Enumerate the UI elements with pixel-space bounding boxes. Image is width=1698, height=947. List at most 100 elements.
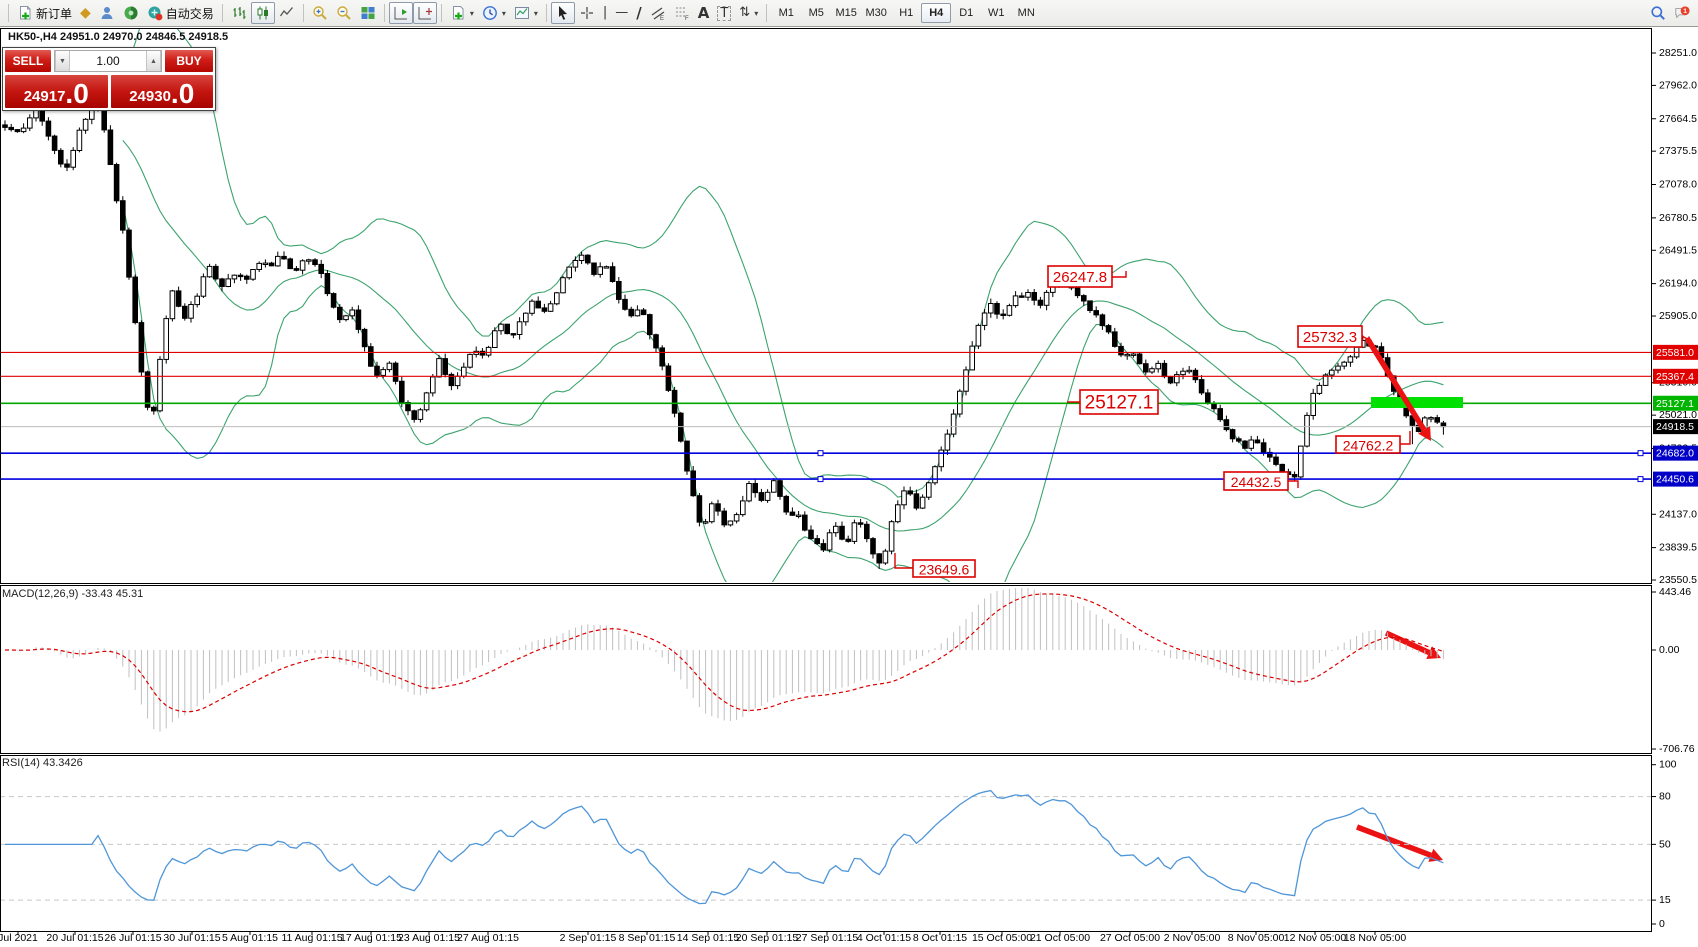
text-tool-button[interactable]: A — [694, 2, 714, 24]
macd-panel[interactable] — [5, 588, 1444, 732]
volume-increase-button[interactable]: ▲ — [146, 51, 161, 71]
price-annotation[interactable]: 25127.1 — [1067, 389, 1159, 415]
price-annotation[interactable]: 26247.8 — [1047, 265, 1127, 288]
time-axis-label[interactable]: Jul 2021 — [0, 932, 38, 944]
annotation-connector — [894, 553, 913, 569]
tab-m30[interactable]: M30 — [861, 3, 891, 23]
zoom-out-button[interactable] — [332, 2, 356, 24]
periods-button[interactable]: ▾ — [478, 2, 510, 24]
add-indicator-icon — [452, 6, 464, 20]
rsi-axis-label: 0 — [1659, 918, 1665, 930]
time-axis-label[interactable]: 8 Oct 01:15 — [913, 932, 967, 944]
fibo-f-label: F — [685, 16, 689, 21]
time-axis-label[interactable]: 18 Nov 05:00 — [1344, 932, 1407, 944]
autotrading-button[interactable]: 自动交易 — [143, 2, 218, 24]
time-axis-label[interactable]: 17 Aug 01:15 — [340, 932, 402, 944]
sell-button[interactable]: SELL — [5, 50, 51, 72]
tab-w1[interactable]: W1 — [981, 3, 1011, 23]
templates-button[interactable]: ▾ — [510, 2, 542, 24]
bar-chart-mode-button[interactable] — [227, 2, 251, 24]
data-window-button[interactable] — [95, 2, 119, 24]
price-annotation[interactable]: 25732.3 — [1297, 325, 1370, 348]
notifications-button[interactable]: 1 — [1670, 2, 1694, 24]
time-axis-label[interactable]: 20 Sep 01:15 — [736, 932, 799, 944]
market-watch-button[interactable]: ◆ — [76, 2, 95, 24]
line-chart-mode-button[interactable] — [275, 2, 299, 24]
horizontal-line-tool-button[interactable]: — — [611, 2, 632, 24]
price-annotation[interactable]: 24762.2 — [1335, 431, 1411, 454]
line-drag-handle[interactable] — [817, 450, 824, 457]
line-drag-handle[interactable] — [1637, 450, 1644, 457]
time-axis-label[interactable]: 5 Aug 01:15 — [222, 932, 278, 944]
crosshair-tool-button[interactable] — [575, 2, 599, 24]
new-order-button[interactable]: 新订单 — [13, 2, 76, 24]
price-axis-label: 27962.0 — [1659, 79, 1697, 91]
time-axis-label[interactable]: 20 Jul 01:15 — [46, 932, 103, 944]
time-axis-label[interactable]: 11 Aug 01:15 — [281, 932, 342, 944]
line-drag-handle[interactable] — [1637, 476, 1644, 483]
svg-text:24682.0: 24682.0 — [1656, 448, 1694, 460]
time-axis-label[interactable]: 14 Sep 01:15 — [677, 932, 740, 944]
buy-price-display[interactable]: 24930.0 — [110, 75, 213, 108]
time-axis-label[interactable]: 27 Sep 01:15 — [796, 932, 859, 944]
price-annotation[interactable]: 23649.6 — [894, 553, 976, 578]
rsi-panel[interactable] — [0, 789, 1652, 905]
sell-price-display[interactable]: 24917.0 — [5, 75, 108, 108]
tab-h4[interactable]: H4 — [921, 3, 952, 23]
search-button[interactable] — [1646, 2, 1670, 24]
text-label-icon: T — [717, 5, 732, 21]
volume-stepper: ▼ ▲ — [54, 50, 162, 72]
time-axis-label[interactable]: 2 Nov 05:00 — [1164, 932, 1221, 944]
time-axis-label[interactable]: 8 Nov 05:00 — [1228, 932, 1285, 944]
price-annotation[interactable]: 24432.5 — [1223, 471, 1299, 491]
indicators-button[interactable]: ▾ — [446, 2, 478, 24]
annotation-text: 24762.2 — [1343, 438, 1394, 454]
volume-input[interactable] — [70, 51, 146, 71]
community-button[interactable] — [119, 2, 143, 24]
price-axis-label: 26491.5 — [1659, 244, 1697, 256]
auto-scroll-button[interactable] — [388, 2, 413, 24]
time-axis-label[interactable]: 12 Nov 05:00 — [1284, 932, 1347, 944]
price-axis-label: 26194.0 — [1659, 278, 1697, 290]
tab-m5[interactable]: M5 — [801, 3, 831, 23]
tab-m1[interactable]: M1 — [771, 3, 801, 23]
fibonacci-tool-button[interactable]: F — [670, 2, 694, 24]
buy-button[interactable]: BUY — [165, 50, 213, 72]
cursor-tool-button[interactable] — [550, 2, 575, 24]
main-price-panel[interactable] — [0, 0, 1652, 612]
tab-mn[interactable]: MN — [1011, 3, 1041, 23]
time-axis-label[interactable]: 27 Oct 05:00 — [1100, 932, 1160, 944]
line-drag-handle[interactable] — [817, 476, 824, 483]
annotation-text: 23649.6 — [919, 562, 970, 578]
time-axis-label[interactable]: 21 Oct 05:00 — [1030, 932, 1090, 944]
tab-m15[interactable]: M15 — [831, 3, 861, 23]
trend-arrow[interactable] — [1364, 336, 1431, 441]
chart-shift-button[interactable] — [412, 2, 437, 24]
tile-windows-button[interactable] — [356, 2, 380, 24]
chevron-down-icon: ▾ — [469, 8, 474, 18]
tab-d1[interactable]: D1 — [951, 3, 981, 23]
annotation-text: 24432.5 — [1231, 474, 1282, 490]
arrows-tool-button[interactable]: ⇅ ▾ — [735, 2, 762, 24]
text-label-tool-button[interactable]: T — [713, 2, 735, 24]
time-axis-label[interactable]: 8 Sep 01:15 — [619, 932, 676, 944]
vertical-line-tool-button[interactable]: | — [599, 2, 611, 24]
time-axis-label[interactable]: 4 Oct 01:15 — [857, 932, 911, 944]
time-axis-label[interactable]: 23 Aug 01:15 — [398, 932, 460, 944]
time-axis-label[interactable]: 27 Aug 01:15 — [457, 932, 519, 944]
annotation-connector — [1288, 480, 1299, 488]
channel-tool-button[interactable]: E — [646, 2, 670, 24]
candlestick-mode-button[interactable] — [250, 2, 275, 24]
trendline-tool-button[interactable]: / — [632, 2, 645, 24]
tab-h1[interactable]: H1 — [891, 3, 921, 23]
highlight-zone[interactable] — [1371, 397, 1463, 408]
one-click-trading-panel: SELL ▼ ▲ BUY 24917.0 24930.0 — [2, 47, 216, 111]
time-axis-label[interactable]: 26 Jul 01:15 — [104, 932, 161, 944]
zoom-in-button[interactable] — [308, 2, 332, 24]
volume-decrease-button[interactable]: ▼ — [55, 51, 70, 71]
time-axis-label[interactable]: 2 Sep 01:15 — [560, 932, 617, 944]
time-axis-label[interactable]: 30 Jul 01:15 — [163, 932, 220, 944]
time-axis-label[interactable]: 15 Oct 05:00 — [972, 932, 1032, 944]
